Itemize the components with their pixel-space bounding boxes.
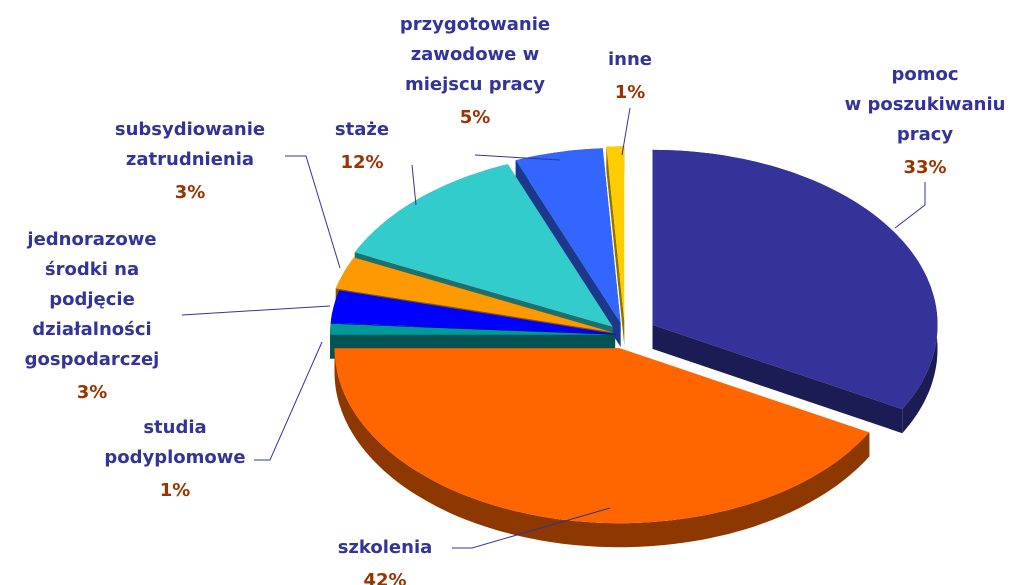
slice [330, 290, 616, 334]
value-label: 33% [903, 157, 946, 178]
slice-wall [606, 146, 625, 346]
slice-label: szkolenia [338, 537, 433, 558]
label-line: pomoc [891, 64, 958, 85]
value-label: 5% [460, 107, 491, 128]
leader-line [181, 305, 331, 316]
slice-label: subsydiowanie zatrudnienia [115, 119, 265, 170]
slice [515, 148, 621, 323]
value-label: 12% [340, 152, 383, 173]
label-line: jednorazowe [26, 229, 156, 250]
slice-label: przygotowanie zawodowe w miejscu pracy [400, 14, 550, 95]
slice [652, 149, 938, 410]
slice [606, 146, 625, 322]
leader-line [285, 155, 341, 269]
label-line: środki na [45, 259, 139, 280]
leader-line [254, 341, 323, 461]
label-line: podjęcie [49, 289, 135, 310]
label-line: podyplomowe [104, 447, 245, 468]
label-line: w poszukiwaniu [845, 94, 1006, 115]
slice-label: staże [335, 119, 389, 140]
label-line: staże [335, 119, 389, 140]
label-line: subsydiowanie [115, 119, 265, 140]
leader-line [621, 107, 631, 156]
label-line: studia [143, 417, 206, 438]
leader-line [411, 164, 417, 206]
leader-line [894, 182, 926, 229]
slice-side [334, 348, 870, 548]
label-line: przygotowanie [400, 14, 550, 35]
value-label: 3% [175, 182, 206, 203]
value-label: 1% [615, 82, 646, 103]
label-line: zawodowe w [411, 44, 540, 65]
slice-label: pomoc w poszukiwaniu pracy [845, 64, 1006, 145]
label-line: pracy [897, 124, 954, 145]
slice-label: inne [608, 49, 652, 70]
value-label: 3% [77, 382, 108, 403]
slice [354, 164, 613, 327]
slice-label: studia podyplomowe [104, 417, 245, 468]
leader-line [452, 507, 611, 549]
value-label: 42% [363, 570, 406, 585]
label-line: szkolenia [338, 537, 433, 558]
slice [334, 348, 870, 524]
label-line: miejscu pracy [405, 74, 545, 95]
slice [330, 323, 615, 335]
slice [335, 257, 612, 333]
slice-wall [652, 324, 903, 434]
label-line: zatrudnienia [126, 149, 254, 170]
slice-label: jednorazowe środki na podjęcie działalności… [25, 229, 160, 370]
label-line: działalności [32, 319, 151, 340]
label-line: gospodarczej [25, 349, 160, 370]
value-label: 1% [160, 480, 191, 501]
label-line: inne [608, 49, 652, 70]
leader-line [474, 154, 561, 161]
